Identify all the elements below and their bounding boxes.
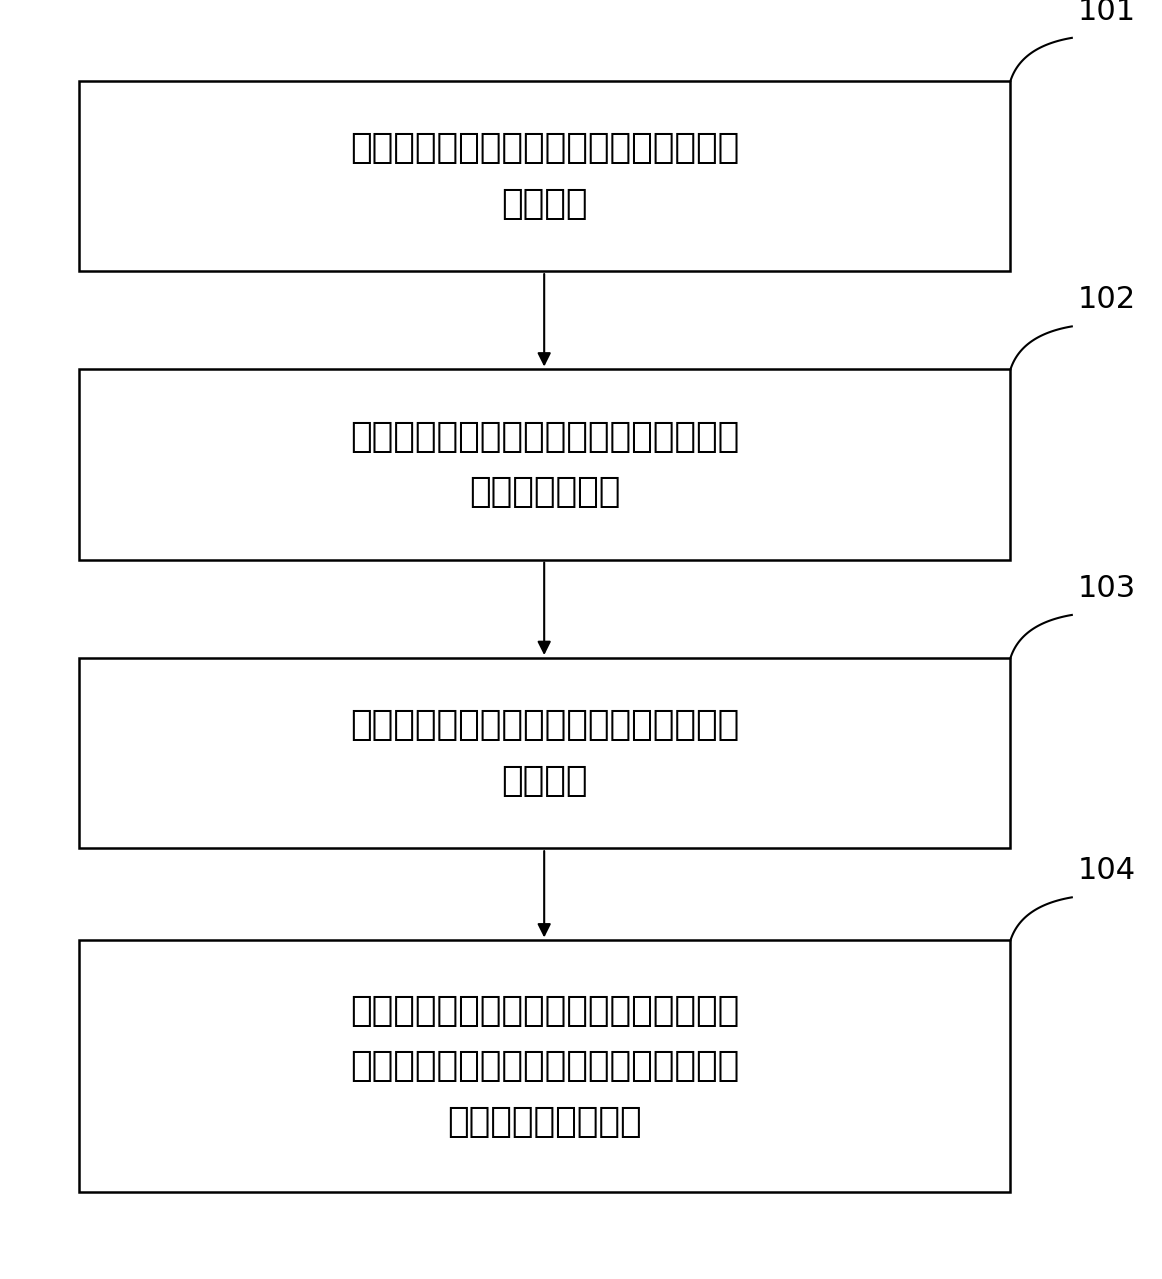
Text: 根据所述第二位置与所述第一位置的距离
，确定所述自移动机器人在所述第二位置
处输出的第二出水量: 根据所述第二位置与所述第一位置的距离 ，确定所述自移动机器人在所述第二位置 处输… [350,994,739,1138]
Bar [79,940,1011,1192]
Text: 101: 101 [1077,0,1135,26]
Text: 确定所述自移动机器人在第二时刻处于的
第二位置: 确定所述自移动机器人在第二时刻处于的 第二位置 [350,709,739,798]
Text: 控制所述自移动机器人在所述第一位置处
输出第一出水量: 控制所述自移动机器人在所述第一位置处 输出第一出水量 [350,420,739,509]
Text: 103: 103 [1077,574,1135,602]
Text: 102: 102 [1077,285,1135,315]
Text: 确定所述自移动机器人在第一时刻处于的
第一位置: 确定所述自移动机器人在第一时刻处于的 第一位置 [350,132,739,221]
Bar [79,81,1011,271]
Bar [79,657,1011,848]
Bar [79,370,1011,560]
Text: 104: 104 [1077,856,1135,885]
